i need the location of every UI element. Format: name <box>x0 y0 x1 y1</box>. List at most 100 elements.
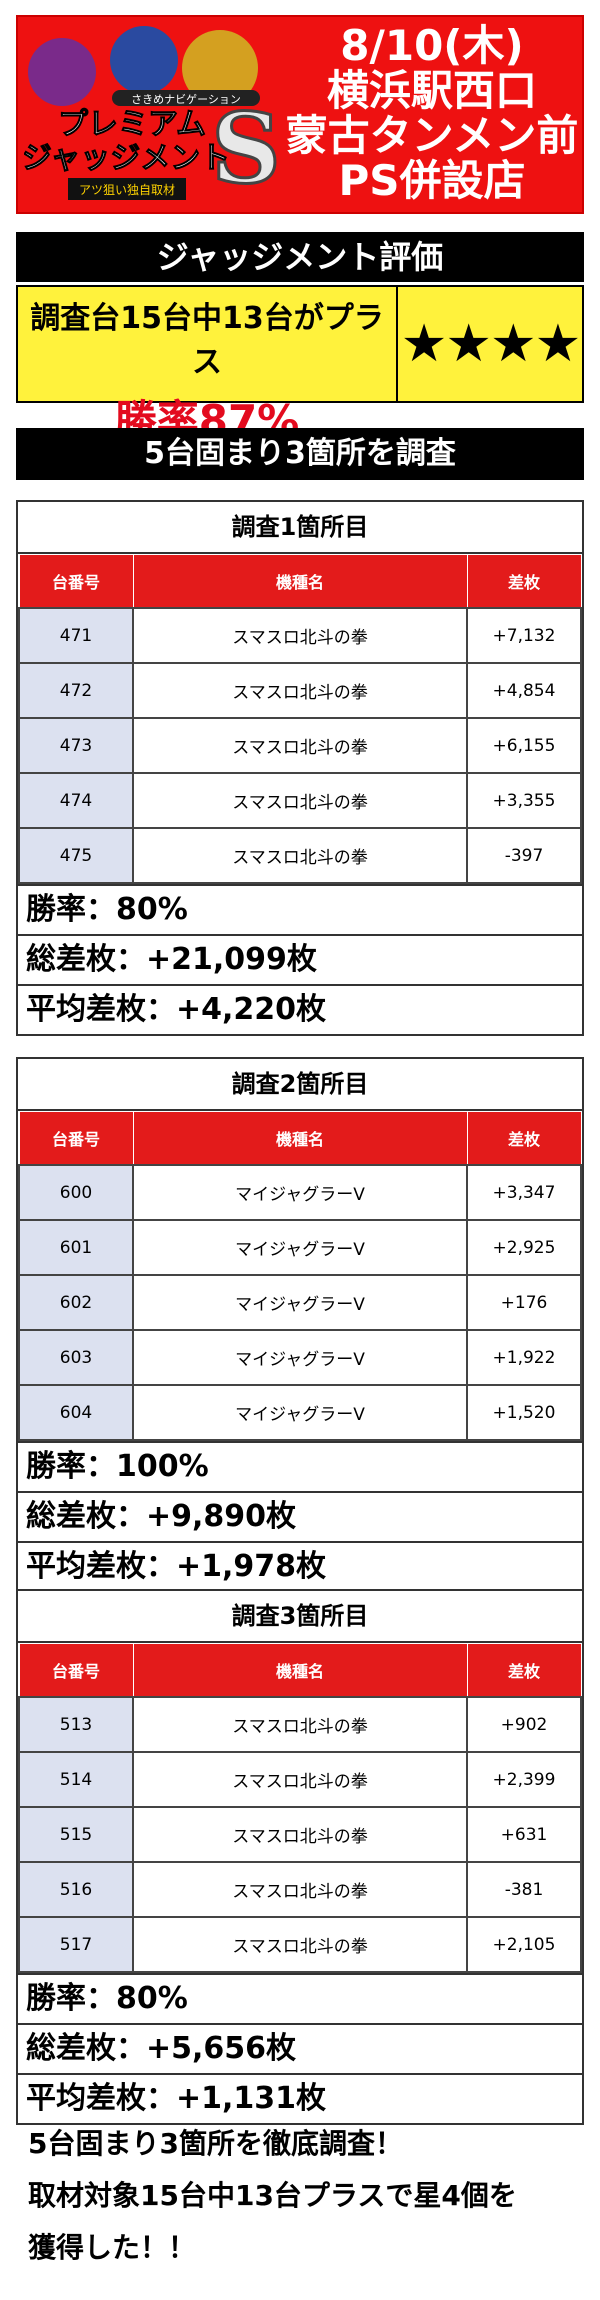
table-row: 601 マイジャグラーV +2,925 <box>18 1219 582 1276</box>
table-row: 517 スマスロ北斗の拳 +2,105 <box>18 1916 582 1973</box>
survey-section-3: 調査3箇所目 台番号 機種名 差枚 513 スマスロ北斗の拳 +902 514 スマス… <box>16 1589 584 2125</box>
column-header-num: 台番号 <box>18 554 134 609</box>
machine-number: 514 <box>18 1751 134 1808</box>
footer-comment: 5台固まり3箇所を徹底調査！ 取材対象15台中13台プラスで星4個を 獲得した！… <box>28 2118 584 2274</box>
machine-name: スマスロ北斗の拳 <box>132 1696 468 1753</box>
machine-name: マイジャグラーV <box>132 1384 468 1441</box>
machine-name: マイジャグラーV <box>132 1329 468 1386</box>
machine-name: スマスロ北斗の拳 <box>132 1806 468 1863</box>
machine-number: 474 <box>18 772 134 829</box>
table-row: 602 マイジャグラーV +176 <box>18 1274 582 1331</box>
result-table: 台番号 機種名 差枚 471 スマスロ北斗の拳 +7,132 472 スマスロ北斗の拳… <box>18 554 582 884</box>
evaluation-heading: ジャッジメント評価 <box>16 232 584 282</box>
coin-diff: -381 <box>466 1861 582 1918</box>
svg-text:S: S <box>211 92 278 205</box>
machine-name: スマスロ北斗の拳 <box>132 772 468 829</box>
machine-name: スマスロ北斗の拳 <box>132 607 468 664</box>
footer-line-1: 5台固まり3箇所を徹底調査！ <box>28 2127 403 2160</box>
table-row: 515 スマスロ北斗の拳 +631 <box>18 1806 582 1863</box>
table-row: 513 スマスロ北斗の拳 +902 <box>18 1696 582 1753</box>
machine-name: マイジャグラーV <box>132 1274 468 1331</box>
section-title: 調査2箇所目 <box>18 1059 582 1111</box>
machine-number: 475 <box>18 827 134 884</box>
win-rate: 勝率：80% <box>18 1973 582 2023</box>
evaluation-box: 調査台15台中13台がプラス 勝率87% ★★★★ <box>16 285 584 445</box>
column-header-diff: 差枚 <box>466 1111 582 1166</box>
table-row: 604 マイジャグラーV +1,520 <box>18 1384 582 1441</box>
machine-name: スマスロ北斗の拳 <box>132 1861 468 1918</box>
average-diff: 平均差枚：+4,220枚 <box>18 984 582 1034</box>
svg-text:ジャッジメント: ジャッジメント <box>24 141 230 176</box>
store-line-3: PS併設店 <box>338 156 526 205</box>
table-row: 475 スマスロ北斗の拳 -397 <box>18 827 582 884</box>
coin-diff: +2,399 <box>466 1751 582 1808</box>
coin-diff: +631 <box>466 1806 582 1863</box>
machine-name: スマスロ北斗の拳 <box>132 1751 468 1808</box>
machine-name: スマスロ北斗の拳 <box>132 827 468 884</box>
survey-section-1: 調査1箇所目 台番号 機種名 差枚 471 スマスロ北斗の拳 +7,132 472 ス… <box>16 500 584 1036</box>
win-rate: 勝率：100% <box>18 1441 582 1491</box>
svg-text:プレミアム: プレミアム <box>58 107 206 142</box>
column-header-num: 台番号 <box>18 1643 134 1698</box>
machine-number: 513 <box>18 1696 134 1753</box>
table-row: 603 マイジャグラーV +1,922 <box>18 1329 582 1386</box>
column-header-diff: 差枚 <box>466 1643 582 1698</box>
total-diff: 総差枚：+5,656枚 <box>18 2023 582 2073</box>
coin-diff: +4,854 <box>466 662 582 719</box>
coin-diff: +2,925 <box>466 1219 582 1276</box>
coin-diff: +3,355 <box>466 772 582 829</box>
evaluation-summary: 調査台15台中13台がプラス 勝率87% <box>18 287 398 445</box>
coin-diff: +3,347 <box>466 1164 582 1221</box>
column-header-name: 機種名 <box>132 1111 468 1166</box>
coin-diff: +902 <box>466 1696 582 1753</box>
machine-name: マイジャグラーV <box>132 1164 468 1221</box>
section-title: 調査1箇所目 <box>18 502 582 554</box>
store-line-2: 蒙古タンメン前 <box>285 111 579 160</box>
header-banner: さきめナビゲーション プレミアム ジャッジメント S アツ狙い独自取材 8/10… <box>16 15 584 214</box>
table-row: 516 スマスロ北斗の拳 -381 <box>18 1861 582 1918</box>
coin-diff: +176 <box>466 1274 582 1331</box>
svg-text:さきめナビゲーション: さきめナビゲーション <box>131 93 241 106</box>
evaluation-summary-text: 調査台15台中13台がプラス <box>30 301 384 380</box>
machine-number: 473 <box>18 717 134 774</box>
machine-number: 601 <box>18 1219 134 1276</box>
machine-number: 517 <box>18 1916 134 1973</box>
table-header-row: 台番号 機種名 差枚 <box>18 1111 582 1166</box>
column-header-diff: 差枚 <box>466 554 582 609</box>
coin-diff: +2,105 <box>466 1916 582 1973</box>
table-row: 471 スマスロ北斗の拳 +7,132 <box>18 607 582 664</box>
result-table: 台番号 機種名 差枚 513 スマスロ北斗の拳 +902 514 スマスロ北斗の拳 +2… <box>18 1643 582 1973</box>
machine-number: 516 <box>18 1861 134 1918</box>
machine-number: 600 <box>18 1164 134 1221</box>
section-title: 調査3箇所目 <box>18 1591 582 1643</box>
coin-diff: -397 <box>466 827 582 884</box>
column-header-name: 機種名 <box>132 554 468 609</box>
table-row: 514 スマスロ北斗の拳 +2,399 <box>18 1751 582 1808</box>
machine-number: 603 <box>18 1329 134 1386</box>
survey-section-2: 調査2箇所目 台番号 機種名 差枚 600 マイジャグラーV +3,347 601 マ… <box>16 1057 584 1593</box>
table-header-row: 台番号 機種名 差枚 <box>18 1643 582 1698</box>
table-header-row: 台番号 機種名 差枚 <box>18 554 582 609</box>
total-diff: 総差枚：+9,890枚 <box>18 1491 582 1541</box>
star-rating: ★★★★ <box>400 314 581 374</box>
machine-name: スマスロ北斗の拳 <box>132 662 468 719</box>
average-diff: 平均差枚：+1,978枚 <box>18 1541 582 1591</box>
win-rate: 勝率：80% <box>18 884 582 934</box>
machine-number: 472 <box>18 662 134 719</box>
table-row: 473 スマスロ北斗の拳 +6,155 <box>18 717 582 774</box>
footer-line-2: 取材対象15台中13台プラスで星4個を <box>28 2179 517 2212</box>
coin-diff: +7,132 <box>466 607 582 664</box>
table-row: 600 マイジャグラーV +3,347 <box>18 1164 582 1221</box>
result-table: 台番号 機種名 差枚 600 マイジャグラーV +3,347 601 マイジャグラーV… <box>18 1111 582 1441</box>
machine-number: 602 <box>18 1274 134 1331</box>
machine-number: 471 <box>18 607 134 664</box>
footer-line-3: 獲得した！！ <box>28 2231 197 2264</box>
premium-judgement-logo: さきめナビゲーション プレミアム ジャッジメント S アツ狙い独自取材 <box>21 22 282 207</box>
svg-text:アツ狙い独自取材: アツ狙い独自取材 <box>79 183 175 197</box>
machine-name: スマスロ北斗の拳 <box>132 717 468 774</box>
store-line-1: 横浜駅西口 <box>326 66 537 115</box>
machine-name: スマスロ北斗の拳 <box>132 1916 468 1973</box>
survey-heading: 5台固まり3箇所を調査 <box>16 428 584 480</box>
table-row: 474 スマスロ北斗の拳 +3,355 <box>18 772 582 829</box>
average-diff: 平均差枚：+1,131枚 <box>18 2073 582 2123</box>
